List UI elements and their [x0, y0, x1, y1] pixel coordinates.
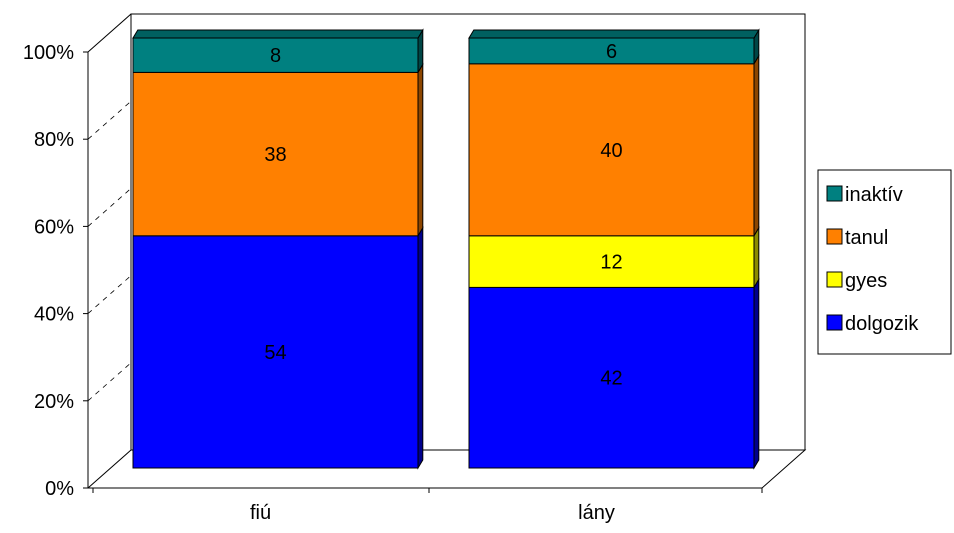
data-label-lany-gyes: 12 — [600, 252, 622, 274]
bar-fiu-tanul — [132, 71, 419, 237]
data-label-lany-dolgozik: 42 — [600, 368, 622, 390]
y-axis: 0% 20% 40% 60% 80% 100% — [23, 42, 88, 500]
gridline-diagonal — [87, 362, 132, 402]
y-tick-label: 20% — [34, 391, 74, 413]
gridline-diagonal — [87, 188, 132, 227]
bar-fiu-dolgozik — [132, 235, 419, 469]
bar-lany-gyes — [468, 235, 755, 288]
legend-swatch-tanul[interactable] — [826, 228, 843, 245]
y-tick-label: 80% — [34, 129, 74, 151]
bar-top-lany-inaktiv — [468, 29, 760, 39]
legend[interactable]: inaktív tanul gyes dolgozik — [817, 169, 952, 355]
y-tick-label: 40% — [34, 304, 74, 326]
bar-side-lany-gyes — [753, 225, 760, 290]
bar-side-fiu-tanul — [417, 62, 424, 238]
bar-fiu-inaktiv — [132, 37, 419, 73]
data-labels: 54 38 8 42 12 40 6 — [264, 41, 622, 390]
data-label-fiu-tanul: 38 — [264, 144, 286, 166]
data-label-fiu-inaktiv: 8 — [270, 45, 281, 67]
y-tick-label: 60% — [34, 216, 74, 238]
y-tick-label: 0% — [45, 478, 74, 500]
bar-side-lany-dolgozik — [753, 277, 760, 470]
legend-swatch-inaktiv[interactable] — [826, 185, 843, 202]
legend-label-dolgozik[interactable]: dolgozik — [845, 313, 919, 335]
bar-side-fiu-dolgozik — [417, 225, 424, 470]
x-axis: fiú lány — [92, 488, 763, 524]
x-tick-label-lany: lány — [578, 502, 615, 524]
gridline-diagonal — [87, 100, 132, 140]
y-tick-label: 100% — [23, 42, 74, 64]
legend-swatch-dolgozik[interactable] — [826, 314, 843, 331]
legend-label-inaktiv[interactable]: inaktív — [845, 184, 903, 206]
wall-top-edge — [87, 13, 132, 53]
data-label-fiu-dolgozik: 54 — [264, 342, 286, 364]
legend-label-tanul[interactable]: tanul — [845, 227, 888, 249]
bar-side-lany-tanul — [753, 53, 760, 238]
data-label-lany-tanul: 40 — [600, 140, 622, 162]
legend-label-gyes[interactable]: gyes — [845, 270, 887, 292]
data-label-lany-inaktiv: 6 — [606, 41, 617, 63]
x-tick-label-fiu: fiú — [250, 502, 271, 524]
bar-top-fiu-inaktiv — [132, 29, 424, 39]
gridline-diagonal — [87, 275, 132, 314]
bars — [132, 28, 760, 470]
bar-lany-tanul — [468, 63, 755, 237]
legend-swatch-gyes[interactable] — [826, 271, 843, 288]
